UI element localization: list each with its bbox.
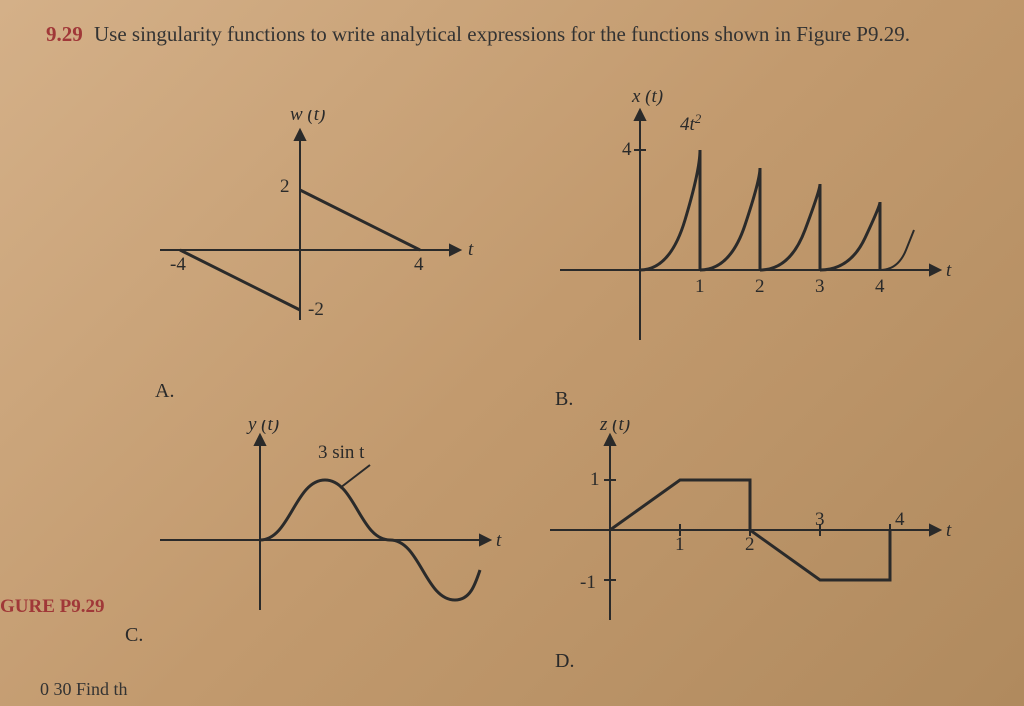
panel-D-xt1: 2 (745, 534, 755, 555)
panel-D-xt3: 4 (895, 509, 905, 530)
footer-fragment: 0 30 Find th (40, 679, 128, 700)
panel-A-label: A. (155, 380, 174, 403)
panel-C-xvar: t (496, 530, 502, 551)
panel-A-yt0: 2 (280, 176, 290, 197)
panel-B-xt1: 2 (755, 276, 765, 297)
problem-number: 9.29 (46, 22, 83, 46)
panel-B-title: x (t) (631, 90, 663, 107)
figure-caption: GURE P9.29 (0, 596, 105, 618)
panel-B-xt2: 3 (815, 276, 825, 297)
panel-D-xt2: 3 (815, 509, 825, 530)
panel-D-xt0: 1 (675, 534, 685, 555)
panel-A-xvar: t (468, 239, 474, 260)
panel-A-title: w (t) (290, 110, 325, 125)
panel-D-title: z (t) (599, 420, 630, 435)
panel-A-xt0: -4 (170, 254, 186, 275)
panel-C-svg: y (t) t 3 sin t (140, 420, 510, 630)
panel-C-label: C. (125, 624, 143, 647)
problem-header: 9.29 Use singularity functions to write … (46, 20, 1004, 48)
panel-D-yt0: 1 (590, 469, 600, 490)
figure-area: w (t) t -4 4 2 -2 A. x (t) t 4 1 2 3 4 4… (0, 90, 1024, 670)
panel-B-label: B. (555, 388, 573, 411)
problem-text: Use singularity functions to write analy… (94, 22, 910, 46)
panel-B-xvar: t (946, 260, 952, 281)
panel-C-title: y (t) (246, 420, 279, 435)
panel-D-svg: z (t) t 1 -1 1 2 3 4 (540, 420, 960, 640)
panel-B-xt0: 1 (695, 276, 705, 297)
panel-B-svg: x (t) t 4 1 2 3 4 4t2 (540, 90, 960, 360)
panel-B-yt0: 4 (622, 139, 632, 160)
panel-A-yt1: -2 (308, 299, 324, 320)
panel-D-yt1: -1 (580, 572, 596, 593)
panel-A-xt1: 4 (414, 254, 424, 275)
panel-B-xt3: 4 (875, 276, 885, 297)
panel-D-xvar: t (946, 520, 952, 541)
panel-C-annot: 3 sin t (318, 442, 365, 463)
panel-D-label: D. (555, 650, 574, 673)
panel-A-svg: w (t) t -4 4 2 -2 (130, 110, 490, 340)
panel-B-annot: 4t2 (680, 111, 702, 136)
